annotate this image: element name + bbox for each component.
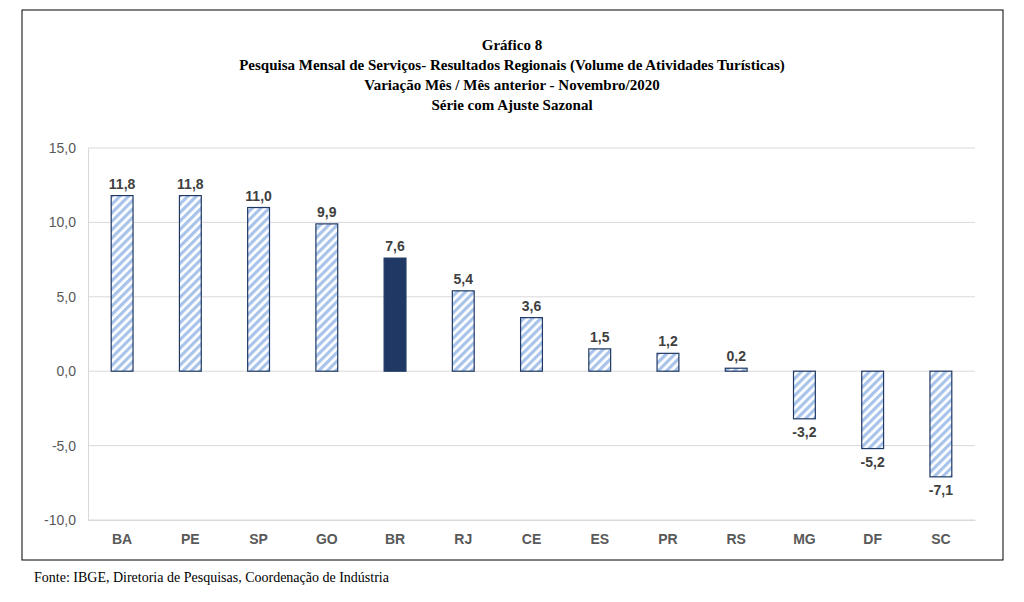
x-tick-label: ES: [590, 531, 609, 547]
x-tick: ES: [590, 520, 609, 547]
subtitle: Pesquisa Mensal de Serviços- Resultados …: [239, 57, 785, 74]
grid: [88, 148, 975, 520]
data-label: 0,2: [726, 348, 746, 364]
data-label: 9,9: [317, 204, 337, 220]
data-label: 7,6: [385, 238, 405, 254]
source: Fonte: IBGE, Diretoria de Pesquisas, Coo…: [34, 570, 390, 585]
y-tick: 10,0: [49, 214, 88, 230]
y-tick-label: -5,0: [52, 438, 76, 454]
bars: [111, 196, 952, 477]
subtitle: Série com Ajuste Sazonal: [431, 97, 592, 113]
x-tick: MG: [793, 520, 816, 547]
x-tick-label: BR: [385, 531, 405, 547]
x-tick-label: CE: [522, 531, 541, 547]
bar: [521, 318, 543, 372]
y-axis-line: [88, 149, 89, 521]
x-axis-line: [89, 520, 976, 521]
data-label: 11,0: [245, 188, 272, 204]
x-tick-label: DF: [863, 531, 882, 547]
x-axis: BA PE SP GO BR RJ CE ES PR RS MG DF SC: [89, 520, 976, 547]
grid-line: [88, 222, 975, 223]
y-tick-label: 10,0: [49, 214, 76, 230]
y-axis: -10,0 -5,0 0,0 5,0 10,0 15,0: [44, 140, 88, 528]
x-tick: PR: [658, 520, 677, 547]
y-tick-label: 5,0: [57, 289, 77, 305]
x-tick: SC: [931, 520, 950, 547]
chart: Gráfico 8 Pesquisa Mensal de Serviços- Re…: [0, 0, 1024, 602]
x-tick-label: BA: [112, 531, 132, 547]
x-tick-label: PR: [658, 531, 677, 547]
x-tick-label: PE: [181, 531, 200, 547]
data-labels: 11,8 11,8 11,0 9,9 7,6 5,4 3,6 1,5 1,2 0,2 -3,2 -5,…: [109, 176, 953, 498]
data-label: 1,2: [658, 333, 678, 349]
y-tick: 5,0: [57, 289, 88, 305]
y-tick: -10,0: [44, 512, 88, 528]
x-tick: SP: [249, 520, 268, 547]
bar: [248, 208, 270, 372]
bar: [657, 353, 679, 371]
data-label: 11,8: [177, 176, 204, 192]
y-tick-label: 0,0: [57, 363, 77, 379]
bar: [384, 258, 406, 371]
x-tick-label: GO: [316, 531, 338, 547]
title: Gráfico 8: [482, 37, 542, 53]
x-tick: BA: [112, 520, 132, 547]
bar: [794, 371, 816, 419]
frame: [22, 10, 1003, 560]
grid-line: [88, 445, 975, 446]
x-tick: CE: [522, 520, 541, 547]
y-tick: 0,0: [57, 363, 88, 379]
x-tick-label: SP: [249, 531, 268, 547]
bar: [725, 368, 747, 371]
x-tick: GO: [316, 520, 338, 547]
x-tick: RS: [726, 520, 745, 547]
y-tick-label: -10,0: [44, 512, 76, 528]
y-tick-label: 15,0: [49, 140, 76, 156]
y-tick: -5,0: [52, 438, 88, 454]
subtitle: Variação Mês / Mês anterior - Novembro/2…: [364, 77, 660, 93]
x-tick-label: SC: [931, 531, 950, 547]
grid-line: [88, 520, 975, 521]
data-label: -7,1: [929, 482, 953, 498]
bar: [930, 371, 952, 477]
data-label: -3,2: [792, 424, 816, 440]
bar: [862, 371, 884, 448]
x-tick-label: RJ: [454, 531, 472, 547]
data-label: 1,5: [590, 329, 610, 345]
data-label: 11,8: [109, 176, 136, 192]
x-tick: DF: [863, 520, 882, 547]
x-tick: RJ: [454, 520, 472, 547]
x-tick-label: RS: [726, 531, 745, 547]
grid-line: [88, 148, 975, 149]
data-label: -5,2: [861, 454, 885, 470]
y-tick: 15,0: [49, 140, 88, 156]
x-tick-label: MG: [793, 531, 816, 547]
x-tick: BR: [385, 520, 405, 547]
data-label: 5,4: [454, 271, 474, 287]
bar: [452, 291, 474, 371]
x-tick: PE: [181, 520, 200, 547]
bar: [179, 196, 201, 372]
bar: [589, 349, 611, 371]
bar: [111, 196, 133, 372]
bar: [316, 224, 338, 371]
data-label: 3,6: [522, 298, 542, 314]
